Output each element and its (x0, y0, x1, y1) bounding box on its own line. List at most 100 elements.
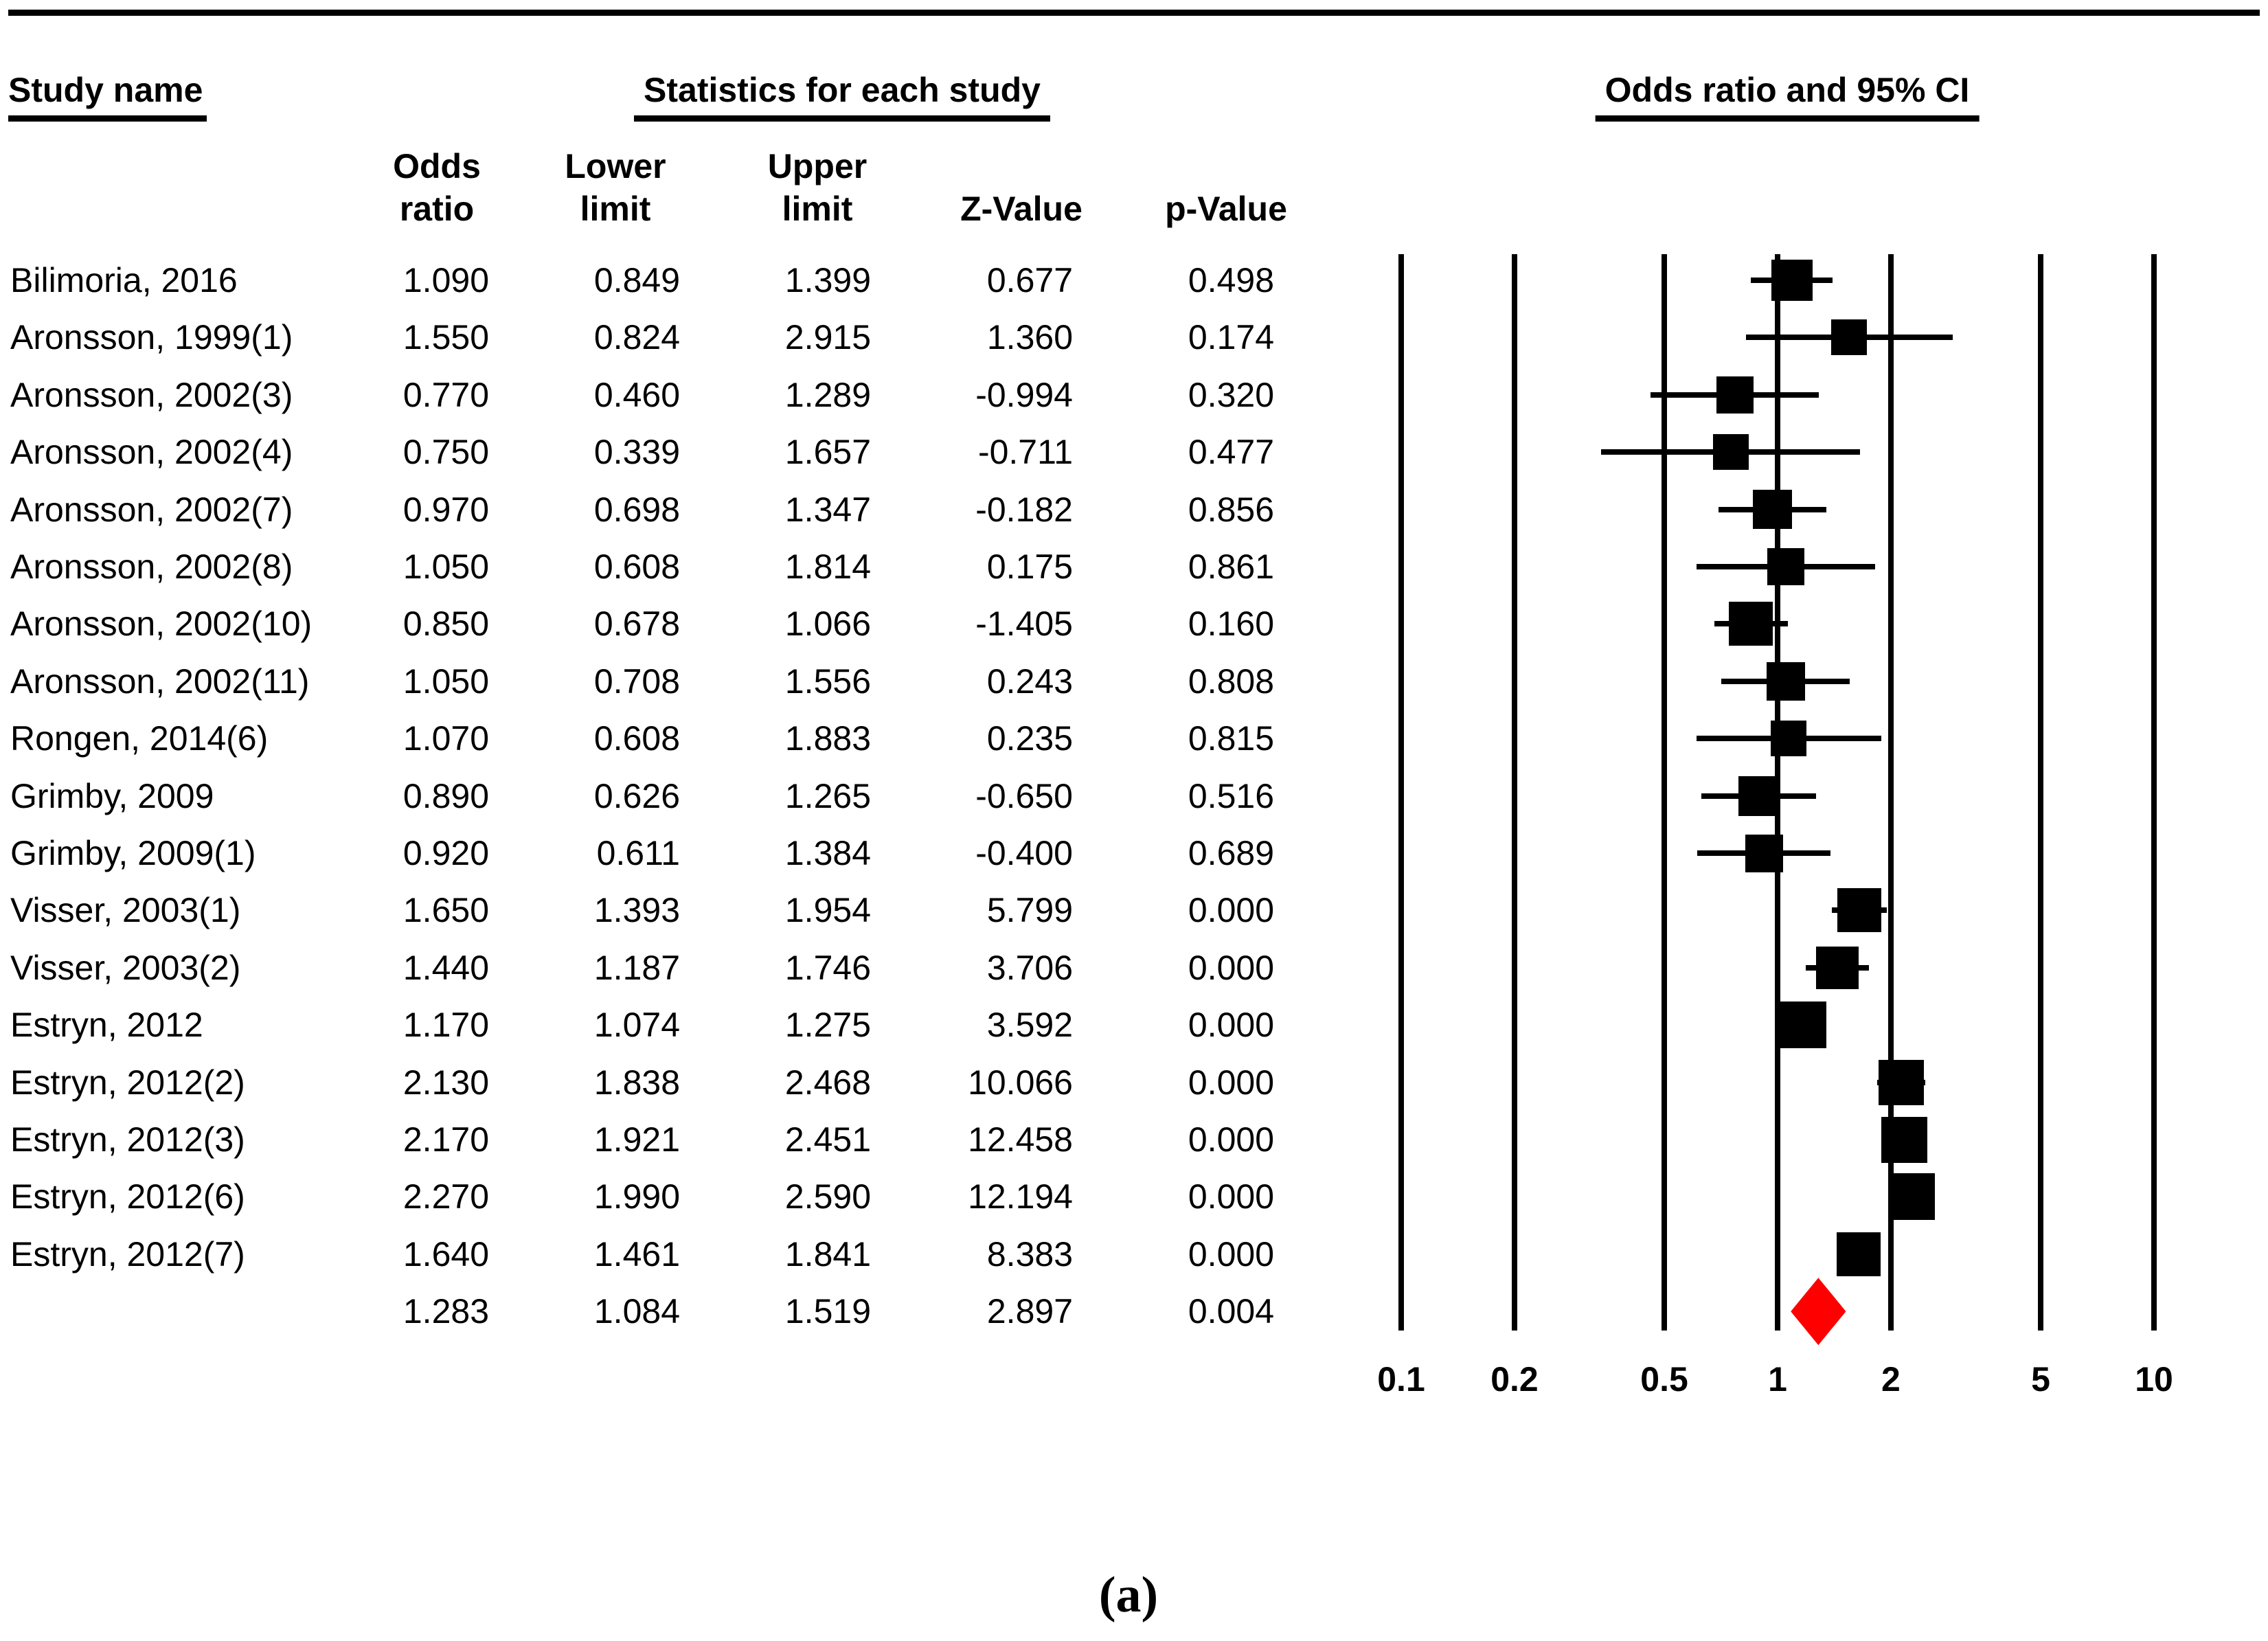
axis-gridline (1398, 254, 1404, 1331)
or-marker (1815, 946, 1859, 989)
or-marker (1888, 1173, 1936, 1221)
study-name-cell: Visser, 2003(1) (10, 891, 241, 930)
study-name-cell: Estryn, 2012(6) (10, 1177, 245, 1216)
upper-limit-value: 1.841 (784, 1234, 871, 1274)
upper-limit-value: 1.657 (784, 433, 871, 472)
axis-tick-label: 10 (2135, 1360, 2173, 1399)
study-name-cell: Estryn, 2012(2) (10, 1063, 245, 1102)
table-row: Grimby, 2009 0.890 0.626 1.265 -0.650 0.516 (0, 767, 2268, 825)
lower-limit-value: 0.849 (593, 261, 680, 299)
study-name-cell: Aronsson, 1999(1) (10, 318, 293, 357)
odds-ratio-value: 0.750 (402, 433, 489, 472)
figure-caption: (a) (1098, 1567, 1159, 1623)
or-marker (1712, 434, 1749, 471)
axis-tick-label: 0.5 (1640, 1360, 1688, 1399)
lower-limit-value: 1.084 (593, 1292, 680, 1331)
or-marker (1836, 1232, 1881, 1276)
upper-limit-value: 2.590 (784, 1177, 871, 1216)
lower-limit-value: 1.187 (593, 948, 680, 987)
z-value: -0.400 (975, 834, 1073, 872)
table-row: Estryn, 2012 1.170 1.074 1.275 3.592 0.000 (0, 996, 2268, 1054)
p-value: 0.000 (1188, 1063, 1274, 1102)
z-value: -0.182 (975, 490, 1073, 529)
table-row: Visser, 2003(2) 1.440 1.187 1.746 3.706 0.000 (0, 939, 2268, 997)
or-marker (1780, 1001, 1827, 1049)
table-row: Aronsson, 2002(7) 0.970 0.698 1.347 -0.182 0.… (0, 481, 2268, 539)
axis-tick-label: 5 (2031, 1360, 2050, 1399)
or-marker (1831, 319, 1868, 356)
odds-ratio-value: 1.283 (402, 1292, 489, 1331)
p-value: 0.856 (1188, 490, 1274, 529)
p-value: 0.174 (1188, 318, 1274, 357)
odds-ratio-value: 0.770 (402, 375, 489, 414)
table-row: Rongen, 2014(6) 1.070 0.608 1.883 0.235 0.815 (0, 710, 2268, 767)
axis-gridline (1887, 254, 1894, 1331)
lower-limit-value: 1.921 (593, 1120, 680, 1159)
p-value: 0.808 (1188, 661, 1274, 701)
odds-ratio-value: 2.170 (402, 1120, 489, 1159)
z-value: 12.458 (968, 1120, 1073, 1159)
table-row: Aronsson, 2002(8) 1.050 0.608 1.814 0.175 0.8… (0, 538, 2268, 596)
odds-ratio-value: 1.090 (402, 261, 489, 299)
upper-limit-value: 1.883 (784, 719, 871, 758)
odds-ratio-value: 1.170 (402, 1006, 489, 1045)
column-header-odds-ratio: Odds ratio (393, 147, 481, 228)
lower-limit-value: 1.838 (593, 1063, 680, 1102)
lower-limit-value: 0.824 (593, 318, 680, 357)
lower-limit-value: 0.339 (593, 433, 680, 472)
study-name-cell: Estryn, 2012(3) (10, 1120, 245, 1159)
table-row: Grimby, 2009(1) 0.920 0.611 1.384 -0.400 0.68… (0, 824, 2268, 882)
odds-ratio-value: 1.440 (402, 948, 489, 987)
odds-ratio-value: 2.270 (402, 1177, 489, 1216)
z-value: 0.677 (986, 261, 1073, 299)
or-marker (1729, 602, 1773, 646)
or-marker (1766, 661, 1805, 701)
table-row: Aronsson, 1999(1) 1.550 0.824 2.915 1.360 0.1… (0, 308, 2268, 366)
table-row: Aronsson, 2002(11) 1.050 0.708 1.556 0.243 0.… (0, 653, 2268, 710)
upper-limit-value: 1.066 (784, 604, 871, 644)
z-value: 3.592 (986, 1006, 1073, 1045)
upper-limit-value: 1.746 (784, 948, 871, 987)
z-value: 0.235 (986, 719, 1073, 758)
p-value: 0.516 (1188, 776, 1274, 815)
study-name-cell: Visser, 2003(2) (10, 948, 241, 987)
lower-limit-value: 1.461 (593, 1234, 680, 1274)
p-value: 0.160 (1188, 604, 1274, 644)
z-value: -0.994 (975, 375, 1073, 414)
odds-ratio-value: 1.650 (402, 891, 489, 930)
upper-limit-value: 1.275 (784, 1006, 871, 1045)
table-row: Aronsson, 2002(4) 0.750 0.339 1.657 -0.711 0.… (0, 423, 2268, 481)
study-name-heading: Study name (8, 69, 207, 122)
axis-tick-label: 0.2 (1490, 1360, 1539, 1399)
or-marker (1716, 376, 1754, 414)
p-value: 0.000 (1188, 891, 1274, 930)
lower-limit-value: 1.990 (593, 1177, 680, 1216)
study-name-cell: Grimby, 2009(1) (10, 834, 256, 872)
axis-tick-label: 0.1 (1377, 1360, 1425, 1399)
upper-limit-value: 1.384 (784, 834, 871, 872)
lower-limit-value: 1.393 (593, 891, 680, 930)
or-marker (1837, 888, 1882, 933)
column-header-z-value: Z-Value (960, 190, 1082, 228)
study-name-cell: Grimby, 2009 (10, 776, 214, 815)
study-name-cell: Rongen, 2014(6) (10, 719, 269, 758)
upper-limit-value: 1.347 (784, 490, 871, 529)
table-row: Estryn, 2012(2) 2.130 1.838 2.468 10.066 0.00… (0, 1054, 2268, 1111)
study-name-cell: Estryn, 2012 (10, 1006, 203, 1045)
study-name-cell: Aronsson, 2002(11) (10, 661, 310, 701)
lower-limit-value: 0.678 (593, 604, 680, 644)
odds-ratio-value: 0.920 (402, 834, 489, 872)
column-header-p-value: p-Value (1165, 190, 1287, 228)
study-name-cell: Estryn, 2012(7) (10, 1234, 245, 1274)
odds-ratio-value: 0.970 (402, 490, 489, 529)
axis-tick-label: 1 (1768, 1360, 1787, 1399)
upper-limit-value: 2.468 (784, 1063, 871, 1102)
lower-limit-value: 1.074 (593, 1006, 680, 1045)
z-value: 3.706 (986, 948, 1073, 987)
z-value: 0.243 (986, 661, 1073, 701)
upper-limit-value: 1.954 (784, 891, 871, 930)
table-row: Aronsson, 2002(10) 0.850 0.678 1.066 -1.405 0… (0, 595, 2268, 653)
z-value: 12.194 (968, 1177, 1073, 1216)
upper-limit-value: 1.556 (784, 661, 871, 701)
